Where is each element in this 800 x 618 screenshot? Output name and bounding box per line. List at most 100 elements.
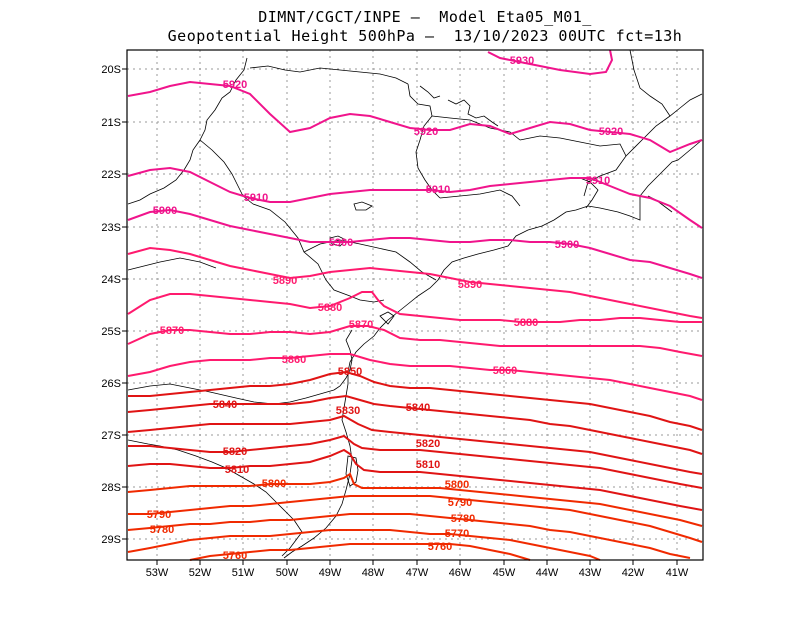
contour-5780 [127, 513, 691, 559]
label-5820: 5820 [223, 446, 247, 458]
lon-label: 41W [666, 567, 689, 579]
lon-label: 45W [493, 567, 516, 579]
chart-title-line2: Geopotential Height 500hPa – 13/10/2023 … [167, 27, 683, 45]
label-5760: 5760 [223, 550, 247, 562]
label-5910: 5910 [586, 175, 610, 187]
lat-label: 23S [101, 222, 121, 234]
lon-label: 53W [146, 567, 169, 579]
latitude-axis: 20S 21S 22S 23S 24S 25S 26S 27S 28S 29S [101, 64, 121, 546]
contour-5860 [127, 353, 703, 401]
coastline [283, 139, 703, 559]
contour-5930 [487, 49, 614, 76]
label-5900: 5900 [153, 205, 177, 217]
bay [379, 311, 395, 325]
label-5780: 5780 [451, 513, 475, 525]
label-5790: 5790 [448, 497, 472, 509]
state-border [431, 115, 521, 141]
map-frame [126, 49, 704, 561]
river [419, 85, 441, 99]
lat-label: 24S [101, 274, 121, 286]
lat-label: 29S [101, 534, 121, 546]
state-border [519, 135, 627, 197]
label-5810: 5810 [416, 459, 440, 471]
contour-5830 [127, 414, 703, 475]
contour-5770 [127, 529, 601, 561]
grid-lines [127, 50, 703, 560]
contour-labels: 5930 5920 5920 5920 5910 5910 5910 5900 … [147, 55, 623, 562]
state-border [127, 383, 335, 405]
label-5760: 5760 [428, 541, 452, 553]
label-5780: 5780 [150, 524, 174, 536]
lat-label: 20S [101, 64, 121, 76]
state-border [625, 93, 703, 157]
contour-5920 [127, 80, 703, 154]
lon-label: 49W [319, 567, 342, 579]
lat-label: 27S [101, 430, 121, 442]
label-5840: 5840 [213, 399, 237, 411]
label-5810: 5810 [225, 464, 249, 476]
lat-label: 25S [101, 326, 121, 338]
state-border [439, 189, 521, 207]
lat-label: 22S [101, 169, 121, 181]
label-5920: 5920 [223, 79, 247, 91]
label-5900: 5900 [555, 239, 579, 251]
label-5900: 5900 [329, 237, 353, 249]
contour-5810 [127, 448, 703, 511]
label-5920: 5920 [414, 126, 438, 138]
label-5800: 5800 [262, 478, 286, 490]
label-5910: 5910 [244, 192, 268, 204]
label-5930: 5930 [510, 55, 534, 67]
contour-5910 [127, 166, 703, 229]
lon-label: 52W [189, 567, 212, 579]
label-5820: 5820 [416, 438, 440, 450]
contour-5880 [127, 291, 702, 323]
label-5860: 5860 [493, 365, 517, 377]
contour-5840 [127, 394, 703, 455]
contour-5850 [128, 370, 703, 431]
label-5880: 5880 [318, 302, 342, 314]
label-5880: 5880 [514, 317, 538, 329]
label-5910: 5910 [426, 184, 450, 196]
label-5870: 5870 [160, 325, 184, 337]
label-5890: 5890 [273, 275, 297, 287]
lon-label: 48W [362, 567, 385, 579]
label-5800: 5800 [445, 479, 469, 491]
lon-label: 43W [579, 567, 602, 579]
lat-label: 28S [101, 482, 121, 494]
contour-5800 [127, 472, 703, 527]
state-border [629, 49, 671, 117]
river [447, 99, 499, 127]
lat-label: 21S [101, 117, 121, 129]
label-5840: 5840 [406, 402, 430, 414]
lon-label: 47W [406, 567, 429, 579]
state-border [333, 329, 353, 391]
island [345, 455, 359, 487]
lon-label: 51W [232, 567, 255, 579]
contour-5900 [127, 208, 703, 279]
state-border [252, 203, 385, 303]
island [353, 201, 373, 211]
label-5830: 5830 [336, 405, 360, 417]
label-5790: 5790 [147, 509, 171, 521]
contour-5820 [128, 434, 703, 489]
longitude-axis: 53W 52W 51W 50W 49W 48W 47W 46W 45W 44W … [146, 567, 689, 579]
contour-5760 [189, 543, 531, 561]
state-border [249, 65, 409, 85]
label-5890: 5890 [458, 279, 482, 291]
axis-ticks [122, 68, 678, 565]
river [579, 177, 599, 209]
label-5920: 5920 [599, 126, 623, 138]
contour-5790 [128, 495, 703, 543]
lon-label: 44W [536, 567, 559, 579]
lat-label: 26S [101, 378, 121, 390]
label-5870: 5870 [349, 319, 373, 331]
coastline-and-borders [127, 49, 703, 559]
label-5860: 5860 [282, 354, 306, 366]
contour-5890 [127, 246, 703, 319]
label-5770: 5770 [445, 528, 469, 540]
contour-5870 [127, 325, 703, 357]
lon-label: 42W [622, 567, 645, 579]
label-5850: 5850 [338, 366, 362, 378]
state-border [127, 257, 217, 271]
